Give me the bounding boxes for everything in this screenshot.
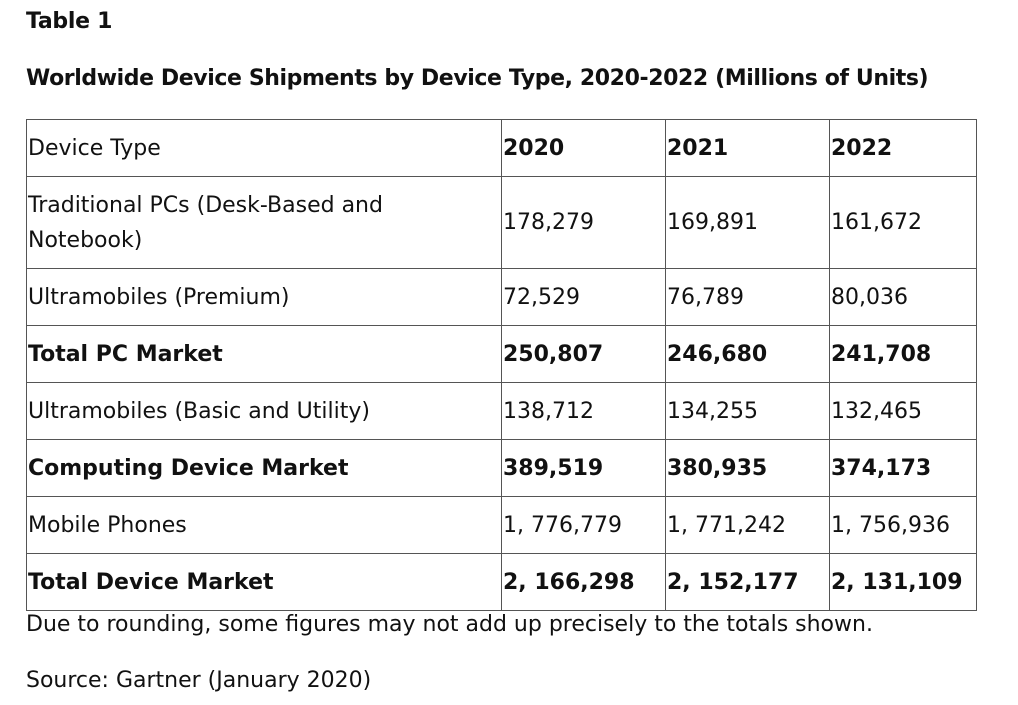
cell-2021: 380,935 <box>665 439 830 497</box>
cell-2021: 2, 152,177 <box>665 553 830 611</box>
source-note: Source: Gartner (January 2020) <box>26 668 372 693</box>
cell-2022: 374,173 <box>829 439 977 497</box>
row-label: Total PC Market <box>26 325 502 383</box>
row-label: Ultramobiles (Basic and Utility) <box>26 382 502 440</box>
row-label: Computing Device Market <box>26 439 502 497</box>
cell-2020: 250,807 <box>501 325 666 383</box>
table-row-traditional-pcs: Traditional PCs (Desk-Based and Notebook… <box>26 176 977 269</box>
cell-2021: 1, 771,242 <box>665 496 830 554</box>
cell-2022: 1, 756,936 <box>829 496 977 554</box>
table-header-row: Device Type 2020 2021 2022 <box>26 119 977 177</box>
row-label: Total Device Market <box>26 553 502 611</box>
table-label: Table 1 <box>26 9 113 34</box>
table-row-ultramobiles-basic: Ultramobiles (Basic and Utility) 138,712… <box>26 382 977 440</box>
row-label: Mobile Phones <box>26 496 502 554</box>
rounding-footnote: Due to rounding, some figures may not ad… <box>26 612 873 637</box>
cell-2020: 2, 166,298 <box>501 553 666 611</box>
cell-2021: 134,255 <box>665 382 830 440</box>
table-row-ultramobiles-premium: Ultramobiles (Premium) 72,529 76,789 80,… <box>26 268 977 326</box>
table-title: Worldwide Device Shipments by Device Typ… <box>26 66 929 91</box>
header-year-2020: 2020 <box>501 119 666 177</box>
header-year-2021: 2021 <box>665 119 830 177</box>
cell-2022: 2, 131,109 <box>829 553 977 611</box>
table-row-total-device-market: Total Device Market 2, 166,298 2, 152,17… <box>26 553 977 611</box>
cell-2022: 161,672 <box>829 176 977 269</box>
cell-2022: 241,708 <box>829 325 977 383</box>
table-row-total-pc-market: Total PC Market 250,807 246,680 241,708 <box>26 325 977 383</box>
cell-2021: 246,680 <box>665 325 830 383</box>
table-row-mobile-phones: Mobile Phones 1, 776,779 1, 771,242 1, 7… <box>26 496 977 554</box>
cell-2020: 389,519 <box>501 439 666 497</box>
cell-2020: 1, 776,779 <box>501 496 666 554</box>
cell-2021: 169,891 <box>665 176 830 269</box>
header-year-2022: 2022 <box>829 119 977 177</box>
cell-2022: 132,465 <box>829 382 977 440</box>
row-label: Traditional PCs (Desk-Based and Notebook… <box>26 176 502 269</box>
header-device-type: Device Type <box>26 119 502 177</box>
row-label: Ultramobiles (Premium) <box>26 268 502 326</box>
table-row-computing-device-market: Computing Device Market 389,519 380,935 … <box>26 439 977 497</box>
cell-2020: 138,712 <box>501 382 666 440</box>
cell-2021: 76,789 <box>665 268 830 326</box>
device-shipments-table: Device Type 2020 2021 2022 Traditional P… <box>26 119 977 611</box>
cell-2020: 72,529 <box>501 268 666 326</box>
cell-2022: 80,036 <box>829 268 977 326</box>
cell-2020: 178,279 <box>501 176 666 269</box>
